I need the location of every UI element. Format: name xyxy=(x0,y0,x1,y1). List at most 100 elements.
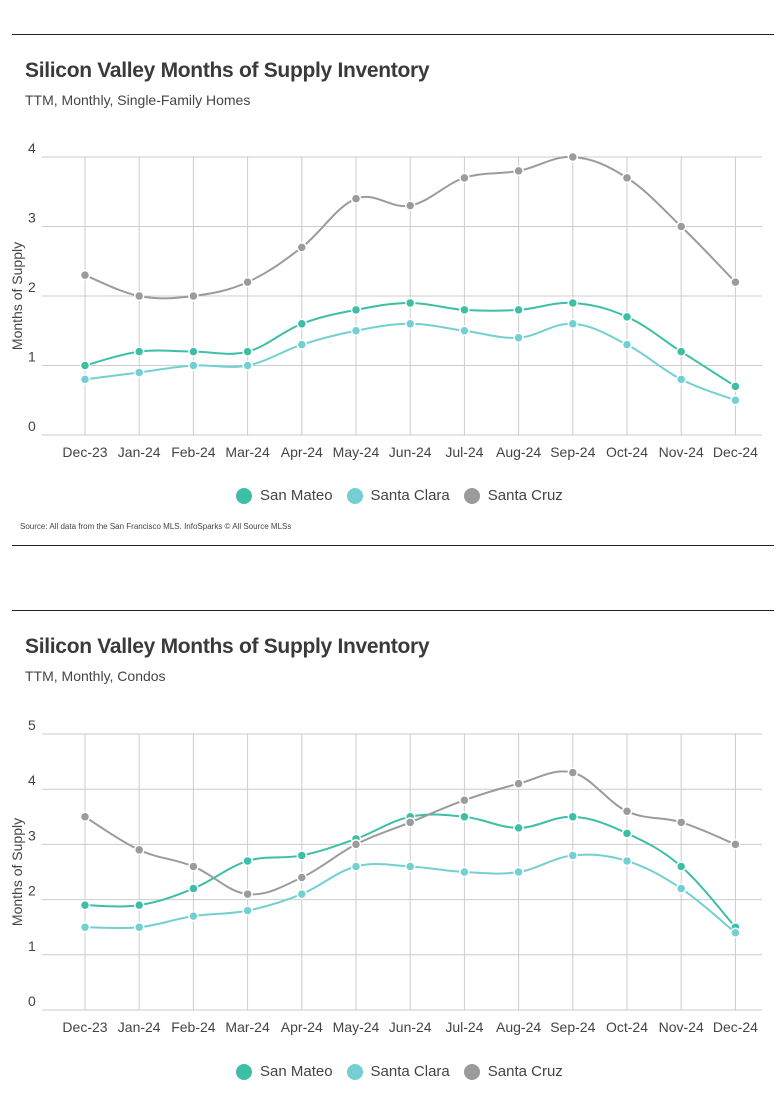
data-point xyxy=(242,905,253,916)
data-point xyxy=(730,839,741,850)
data-point xyxy=(188,861,199,872)
x-tick-label: Aug-24 xyxy=(496,1019,541,1035)
data-point xyxy=(513,304,524,316)
data-point xyxy=(133,346,145,357)
data-point xyxy=(404,297,416,309)
y-tick-label: 2 xyxy=(28,883,36,899)
data-point xyxy=(675,861,687,872)
y-axis-label: Months of Supply xyxy=(9,242,25,350)
x-tick-label: Jan-24 xyxy=(118,1019,161,1035)
data-point xyxy=(404,200,416,211)
data-point xyxy=(242,276,253,288)
data-point xyxy=(350,304,362,316)
y-tick-label: 2 xyxy=(28,279,36,295)
data-point xyxy=(350,325,362,336)
y-axis-label: Months of Supply xyxy=(9,818,25,926)
data-point xyxy=(567,297,579,309)
data-point xyxy=(133,844,145,856)
data-point xyxy=(621,339,633,350)
legend-swatch xyxy=(236,487,252,504)
data-point xyxy=(79,360,91,371)
data-point xyxy=(242,346,253,357)
x-tick-label: Aug-24 xyxy=(496,444,541,460)
x-tick-label: Feb-24 xyxy=(171,444,216,460)
y-tick-label: 1 xyxy=(28,349,36,365)
data-point xyxy=(296,888,308,900)
data-point xyxy=(567,850,579,861)
data-point xyxy=(188,883,199,894)
x-tick-label: Dec-24 xyxy=(713,1019,758,1035)
data-point xyxy=(730,276,741,288)
legend-item-santa-clara: Santa Clara xyxy=(346,1063,450,1080)
data-point xyxy=(675,817,687,828)
data-point xyxy=(242,888,253,900)
data-point xyxy=(567,767,579,778)
x-tick-label: Apr-24 xyxy=(281,444,323,460)
data-point xyxy=(242,855,253,867)
y-tick-label: 3 xyxy=(28,210,36,226)
x-tick-label: Jun-24 xyxy=(389,1019,432,1035)
legend-item-santa-cruz: Santa Cruz xyxy=(463,487,563,504)
legend-swatch xyxy=(463,487,480,504)
chart-subtitle: TTM, Monthly, Single-Family Homes xyxy=(25,92,251,108)
data-point xyxy=(459,811,470,823)
chart-panel-single-family: Silicon Valley Months of Supply Inventor… xyxy=(9,34,774,546)
legend-swatch xyxy=(236,1063,252,1080)
x-tick-label: Oct-24 xyxy=(606,1019,648,1035)
data-point xyxy=(79,374,91,385)
data-point xyxy=(567,151,579,163)
x-tick-label: Feb-24 xyxy=(171,1019,216,1035)
data-point xyxy=(675,221,687,232)
chart-legend: San Mateo Santa Clara Santa Cruz xyxy=(236,487,577,504)
x-tick-label: Jul-24 xyxy=(445,1019,483,1035)
legend-label: Santa Clara xyxy=(370,487,450,504)
data-point xyxy=(133,899,145,911)
data-point xyxy=(621,855,633,867)
data-point xyxy=(459,325,470,336)
x-tick-label: Dec-24 xyxy=(713,444,758,460)
chart-legend: San Mateo Santa Clara Santa Cruz xyxy=(236,1063,577,1080)
y-tick-label: 5 xyxy=(28,717,36,733)
x-tick-label: Oct-24 xyxy=(606,444,648,460)
x-tick-label: Sep-24 xyxy=(550,444,595,460)
data-point xyxy=(675,374,687,385)
legend-item-santa-clara: Santa Clara xyxy=(346,487,450,504)
data-point xyxy=(188,360,199,371)
data-point xyxy=(350,193,362,204)
data-point xyxy=(513,165,524,177)
data-point xyxy=(242,360,253,371)
x-tick-label: Dec-23 xyxy=(62,1019,107,1035)
x-tick-label: May-24 xyxy=(333,1019,380,1035)
data-point xyxy=(404,861,416,872)
data-point xyxy=(79,899,91,911)
x-tick-label: Nov-24 xyxy=(659,444,704,460)
data-point xyxy=(513,866,524,878)
data-point xyxy=(459,794,470,806)
y-tick-label: 4 xyxy=(28,140,36,156)
data-point xyxy=(513,822,524,834)
data-point xyxy=(459,866,470,878)
data-point xyxy=(296,850,308,861)
data-point xyxy=(513,332,524,343)
y-tick-label: 0 xyxy=(28,993,36,1009)
data-point xyxy=(296,242,308,253)
data-point xyxy=(621,172,633,184)
y-tick-label: 4 xyxy=(28,772,36,788)
x-tick-label: Jun-24 xyxy=(389,444,432,460)
data-point xyxy=(79,811,91,823)
x-tick-label: May-24 xyxy=(333,444,380,460)
data-point xyxy=(675,883,687,894)
data-point xyxy=(188,346,199,357)
legend-swatch xyxy=(346,1063,363,1080)
data-point xyxy=(404,318,416,330)
legend-item-santa-cruz: Santa Cruz xyxy=(463,1063,563,1080)
data-point xyxy=(730,395,741,406)
legend-swatch xyxy=(463,1063,480,1080)
chart-title: Silicon Valley Months of Supply Inventor… xyxy=(25,635,430,658)
x-tick-label: Jul-24 xyxy=(445,444,483,460)
data-point xyxy=(730,381,741,392)
data-point xyxy=(621,311,633,323)
legend-label: San Mateo xyxy=(260,487,333,504)
data-point xyxy=(133,921,145,933)
data-point xyxy=(133,367,145,378)
